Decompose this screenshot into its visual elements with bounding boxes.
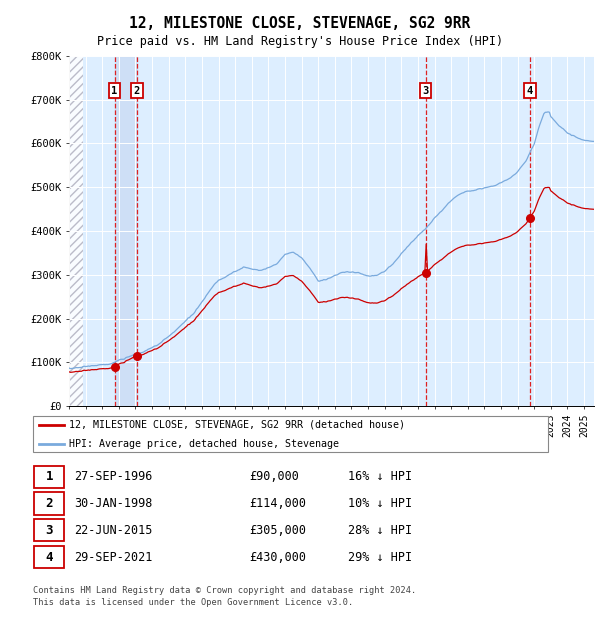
Text: £430,000: £430,000 bbox=[249, 551, 306, 564]
Bar bbox=[115, 56, 137, 406]
Text: Price paid vs. HM Land Registry's House Price Index (HPI): Price paid vs. HM Land Registry's House … bbox=[97, 35, 503, 48]
Text: This data is licensed under the Open Government Licence v3.0.: This data is licensed under the Open Gov… bbox=[33, 598, 353, 607]
Text: £114,000: £114,000 bbox=[249, 497, 306, 510]
Text: 2: 2 bbox=[46, 497, 53, 510]
Text: 1: 1 bbox=[112, 86, 118, 96]
Text: 12, MILESTONE CLOSE, STEVENAGE, SG2 9RR (detached house): 12, MILESTONE CLOSE, STEVENAGE, SG2 9RR … bbox=[69, 420, 405, 430]
FancyBboxPatch shape bbox=[34, 546, 64, 569]
Text: £305,000: £305,000 bbox=[249, 524, 306, 537]
Text: 2: 2 bbox=[134, 86, 140, 96]
Text: 4: 4 bbox=[46, 551, 53, 564]
Text: 1: 1 bbox=[46, 470, 53, 483]
Text: HPI: Average price, detached house, Stevenage: HPI: Average price, detached house, Stev… bbox=[69, 439, 339, 449]
FancyBboxPatch shape bbox=[34, 466, 64, 488]
Text: 16% ↓ HPI: 16% ↓ HPI bbox=[349, 470, 413, 483]
Text: 12, MILESTONE CLOSE, STEVENAGE, SG2 9RR: 12, MILESTONE CLOSE, STEVENAGE, SG2 9RR bbox=[130, 16, 470, 31]
Text: 30-JAN-1998: 30-JAN-1998 bbox=[74, 497, 153, 510]
FancyBboxPatch shape bbox=[32, 417, 548, 452]
Text: 29% ↓ HPI: 29% ↓ HPI bbox=[349, 551, 413, 564]
Text: 27-SEP-1996: 27-SEP-1996 bbox=[74, 470, 153, 483]
Text: 10% ↓ HPI: 10% ↓ HPI bbox=[349, 497, 413, 510]
Text: 22-JUN-2015: 22-JUN-2015 bbox=[74, 524, 153, 537]
FancyBboxPatch shape bbox=[34, 520, 64, 541]
Text: 3: 3 bbox=[46, 524, 53, 537]
Polygon shape bbox=[69, 56, 83, 406]
Text: Contains HM Land Registry data © Crown copyright and database right 2024.: Contains HM Land Registry data © Crown c… bbox=[33, 586, 416, 595]
Text: £90,000: £90,000 bbox=[249, 470, 299, 483]
Text: 28% ↓ HPI: 28% ↓ HPI bbox=[349, 524, 413, 537]
Text: 3: 3 bbox=[422, 86, 429, 96]
Text: 29-SEP-2021: 29-SEP-2021 bbox=[74, 551, 153, 564]
Text: 4: 4 bbox=[527, 86, 533, 96]
FancyBboxPatch shape bbox=[34, 492, 64, 515]
